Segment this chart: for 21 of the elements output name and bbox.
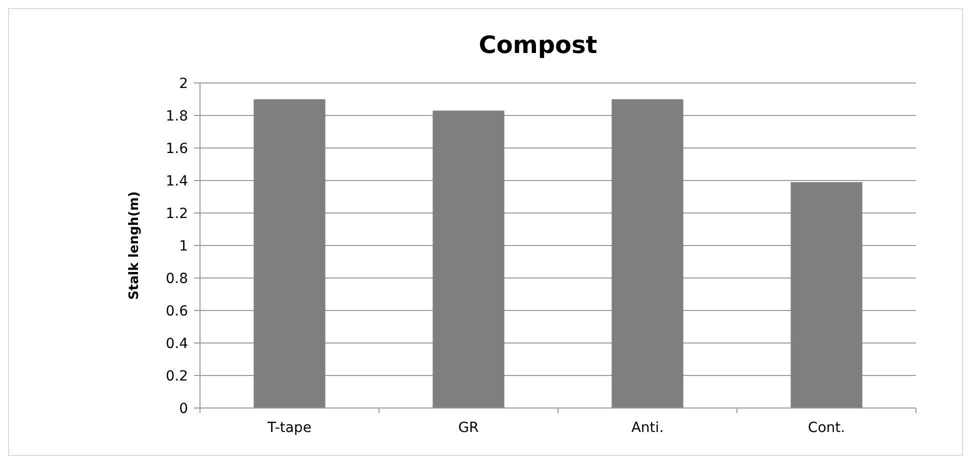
bar bbox=[612, 99, 684, 408]
x-tick-label: Cont. bbox=[808, 420, 846, 436]
y-tick-label: 0.2 bbox=[166, 368, 188, 384]
x-tick-label: GR bbox=[458, 420, 480, 436]
bar bbox=[254, 99, 326, 408]
x-tick-label: T-tape bbox=[266, 420, 312, 436]
bar bbox=[790, 182, 862, 408]
y-axis-title: Stalk lengh(m) bbox=[127, 191, 142, 300]
y-tick-label: 2 bbox=[179, 76, 188, 92]
y-tick-label: 1.4 bbox=[166, 173, 188, 190]
bar bbox=[432, 110, 504, 408]
chart-title: Compost bbox=[478, 31, 598, 59]
y-tick-label: 0.4 bbox=[166, 336, 188, 352]
y-tick-label: 0.6 bbox=[166, 303, 188, 320]
y-tick-label: 1.8 bbox=[166, 108, 188, 124]
y-tick-label: 1 bbox=[179, 238, 188, 254]
y-tick-label: 1.2 bbox=[166, 206, 188, 222]
y-tick-label: 0.8 bbox=[166, 270, 188, 287]
x-tick-label: Anti. bbox=[631, 420, 664, 436]
y-tick-label: 0 bbox=[179, 400, 188, 417]
y-tick-label: 1.6 bbox=[166, 140, 188, 157]
